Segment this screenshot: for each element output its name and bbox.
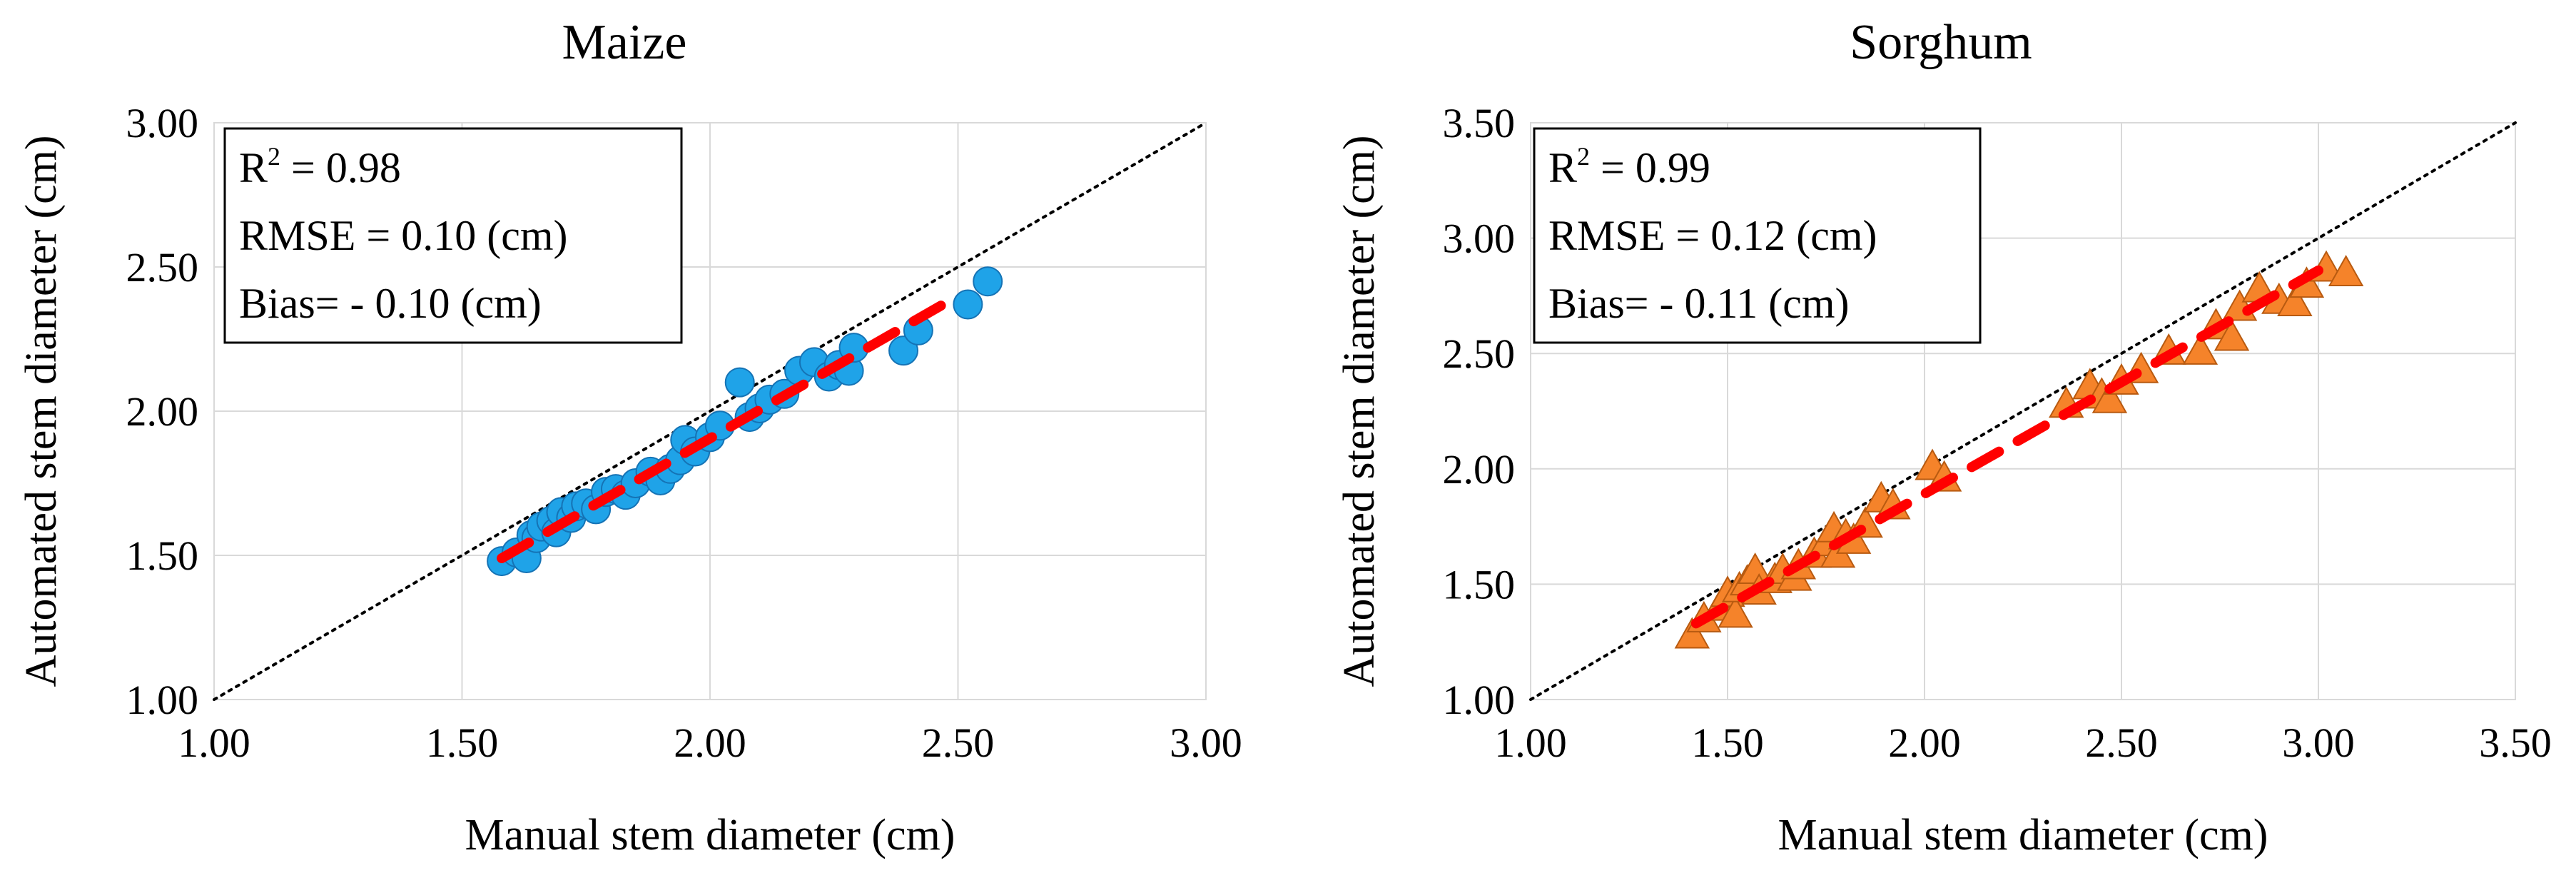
- x-tick-labels-maize: 1.00 1.50 2.00 2.50 3.00: [178, 720, 1242, 766]
- y-tick-label-sorghum-2: 2.00: [1443, 446, 1516, 493]
- r-squared-symbol-maize: R: [239, 144, 268, 191]
- bias-maize: Bias= - 0.10 (cm): [239, 280, 542, 327]
- x-tick-label-sorghum-1: 1.50: [1691, 720, 1764, 766]
- r-squared-superscript-sorghum: 2: [1577, 142, 1590, 171]
- y-tick-labels-sorghum: 1.00 1.50 2.00 2.50 3.00 3.50: [1443, 100, 1516, 723]
- data-point-sorghum-31: [2182, 333, 2218, 365]
- regression-line-maize: [497, 291, 963, 564]
- r-squared-value-maize: = 0.98: [280, 144, 401, 191]
- y-tick-label-sorghum-0: 1.00: [1443, 677, 1516, 723]
- data-point-sorghum-37: [2277, 285, 2313, 317]
- x-tick-label-sorghum-0: 1.00: [1494, 720, 1567, 766]
- chart-title-maize: Maize: [562, 15, 687, 70]
- plot-area-maize: [213, 122, 1207, 700]
- x-tick-label-sorghum-4: 3.00: [2282, 720, 2355, 766]
- x-axis-title-maize: Manual stem diameter (cm): [465, 811, 955, 859]
- data-point-maize-25: [724, 367, 755, 398]
- y-tick-labels-maize: 1.00 1.50 2.00 2.50 3.00: [126, 100, 199, 723]
- y-tick-label-sorghum-4: 3.00: [1443, 216, 1516, 262]
- data-point-sorghum-33: [2214, 319, 2250, 351]
- data-point-sorghum-40: [2328, 255, 2364, 287]
- data-point-sorghum-27: [2091, 381, 2128, 413]
- r-squared-superscript-maize: 2: [268, 142, 280, 171]
- r-squared-sorghum: R2 = 0.99: [1548, 142, 1710, 191]
- stats-box-frame-maize: [223, 127, 683, 344]
- data-point-sorghum-4: [1718, 596, 1753, 628]
- data-point-sorghum-0: [1674, 617, 1710, 649]
- r-squared-symbol-sorghum: R: [1548, 144, 1577, 191]
- stats-box-sorghum: R2 = 0.99 RMSE = 0.12 (cm) Bias= - 0.11 …: [1533, 127, 1982, 344]
- data-point-maize-38: [953, 289, 983, 320]
- r-squared-value-sorghum: = 0.99: [1590, 144, 1710, 191]
- rmse-sorghum: RMSE = 0.12 (cm): [1548, 212, 1877, 259]
- y-tick-label-maize-4: 3.00: [126, 100, 199, 146]
- stats-box-maize: R2 = 0.98 RMSE = 0.10 (cm) Bias= - 0.10 …: [223, 127, 683, 344]
- x-tick-label-maize-4: 3.00: [1170, 720, 1242, 766]
- chart-title-sorghum: Sorghum: [1850, 15, 2032, 70]
- plot-area-sorghum: [1530, 122, 2516, 700]
- x-tick-label-sorghum-5: 3.50: [2479, 720, 2552, 766]
- x-tick-labels-sorghum: 1.00 1.50 2.00 2.50 3.00 3.50: [1494, 720, 2552, 766]
- rmse-maize: RMSE = 0.10 (cm): [239, 212, 568, 259]
- one-to-one-line-maize: [213, 121, 1207, 701]
- y-tick-label-maize-0: 1.00: [126, 677, 199, 723]
- x-tick-label-maize-1: 1.50: [426, 720, 499, 766]
- y-tick-label-sorghum-5: 3.50: [1443, 100, 1516, 146]
- y-axis-title-maize: Automated stem diameter (cm): [17, 135, 66, 687]
- y-tick-label-maize-1: 1.50: [126, 533, 199, 579]
- x-tick-label-sorghum-2: 2.00: [1888, 720, 1961, 766]
- y-tick-label-maize-2: 2.00: [126, 388, 199, 435]
- x-tick-label-maize-3: 2.50: [922, 720, 995, 766]
- r-squared-maize: R2 = 0.98: [239, 142, 401, 191]
- x-tick-label-sorghum-3: 2.50: [2085, 720, 2158, 766]
- stats-box-frame-sorghum: [1533, 127, 1982, 344]
- y-tick-label-maize-3: 2.50: [126, 244, 199, 291]
- regression-line-sorghum: [1690, 265, 2323, 629]
- x-tick-label-maize-0: 1.00: [178, 720, 250, 766]
- bias-sorghum: Bias= - 0.11 (cm): [1548, 280, 1850, 327]
- data-point-maize-36: [888, 335, 919, 366]
- x-tick-label-maize-2: 2.00: [674, 720, 746, 766]
- one-to-one-line-sorghum: [1529, 121, 2517, 701]
- y-tick-label-sorghum-1: 1.50: [1443, 561, 1516, 607]
- x-axis-title-sorghum: Manual stem diameter (cm): [1778, 811, 2268, 859]
- y-tick-label-sorghum-3: 2.50: [1443, 330, 1516, 377]
- sorghum-chart: Sorghum 1.00 1.50 2.00 2.50 3.00 3.50 1.00 1.5…: [1335, 15, 2552, 859]
- data-point-maize-39: [973, 266, 1003, 297]
- y-axis-title-sorghum: Automated stem diameter (cm): [1335, 135, 1384, 687]
- maize-chart: Maize 1.00 1.50 2.00 2.50 3.00 1.00 1.50 2.00 2…: [17, 15, 1242, 859]
